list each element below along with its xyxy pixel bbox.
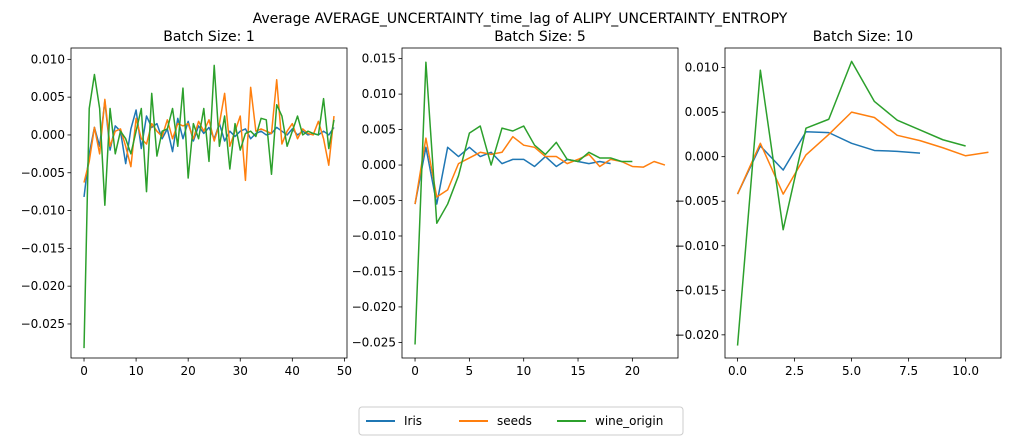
axes-frame — [401, 47, 679, 359]
y-tick-label: −0.020 — [675, 328, 719, 342]
y-tick-label: 0.005 — [362, 123, 396, 137]
series-lines — [83, 64, 335, 349]
x-tick-label: 50 — [337, 364, 352, 378]
x-tick-label: 2.5 — [785, 364, 804, 378]
x-tick-label: 5.0 — [842, 364, 861, 378]
y-tick-label: 0.000 — [362, 158, 396, 172]
subplot-1: Batch Size: 1 0 10 20 30 40 50 −0.025 −0.020 −0.0… — [21, 29, 352, 378]
legend-entry-iris: Iris — [366, 414, 422, 428]
y-tick-label: −0.015 — [352, 264, 396, 278]
y-tick-label: −0.010 — [675, 239, 719, 253]
x-tick-label: 15 — [570, 364, 585, 378]
y-tick-label: −0.010 — [21, 204, 65, 218]
axes-frame — [724, 47, 1002, 359]
subplots: Batch Size: 10 10 20 30 40 50−0.025−0.020−0.0… — [21, 29, 1002, 378]
y-tick-label: 0.010 — [362, 87, 396, 101]
series-line-iris — [736, 130, 921, 195]
y-tick-label: −0.025 — [21, 317, 65, 331]
subplot-title: Batch Size: 1 — [163, 29, 255, 45]
x-tick-label: 7.5 — [899, 364, 918, 378]
figure-title: Average AVERAGE_UNCERTAINTY_time_lag of … — [253, 11, 788, 27]
series-line-wine-origin — [736, 60, 966, 346]
x-tick-label: 10 — [516, 364, 531, 378]
legend-entry-seeds: seeds — [459, 414, 532, 428]
y-tick-label: −0.005 — [352, 194, 396, 208]
y-tick-label: −0.020 — [352, 300, 396, 314]
y-tick-label: −0.005 — [21, 166, 65, 180]
series-line-wine-origin — [414, 61, 633, 345]
x-tick-label: 40 — [285, 364, 300, 378]
legend-label: seeds — [497, 414, 532, 428]
x-tick-label: 30 — [233, 364, 248, 378]
subplot-title: Batch Size: 10 — [813, 29, 913, 45]
subplot-2: Batch Size: 5 0 5 10 15 20 −0.025 −0.020 −0.015 −… — [352, 29, 679, 378]
series-line-wine-origin — [83, 64, 335, 349]
y-tick-label: −0.020 — [21, 279, 65, 293]
y-tick-label: 0.005 — [685, 105, 719, 119]
series-line-seeds — [414, 135, 666, 205]
y-tick-label: 0.010 — [31, 52, 65, 66]
x-tick-label: 10.0 — [952, 364, 979, 378]
x-tick-label: 10 — [128, 364, 143, 378]
y-tick-label: 0.000 — [31, 128, 65, 142]
legend-box — [358, 406, 684, 436]
legend-label: wine_origin — [595, 414, 663, 428]
axes-frame — [70, 47, 348, 359]
legend-entry-wine-origin: wine_origin — [557, 414, 663, 428]
y-tick-label: −0.010 — [352, 229, 396, 243]
x-tick-label: 0.0 — [728, 364, 747, 378]
x-tick-label: 20 — [181, 364, 196, 378]
subplot-3: Batch Size: 10 0.0 2.5 5.0 7.5 10.0 −0.020 −0.0… — [675, 29, 1002, 378]
series-line-iris — [414, 146, 611, 205]
legend: Iris seeds wine_origin — [358, 406, 684, 436]
series-lines — [736, 60, 989, 346]
y-tick-label: 0.015 — [362, 52, 396, 66]
series-lines — [414, 61, 666, 345]
y-tick-label: −0.025 — [352, 335, 396, 349]
x-tick-label: 20 — [625, 364, 640, 378]
series-line-seeds — [736, 111, 989, 195]
x-tick-label: 5 — [466, 364, 474, 378]
series-line-seeds — [83, 79, 335, 183]
y-tick-label: −0.015 — [675, 283, 719, 297]
x-tick-label: 0 — [80, 364, 88, 378]
subplot-title: Batch Size: 5 — [494, 29, 586, 45]
y-tick-label: 0.005 — [31, 90, 65, 104]
y-tick-label: 0.000 — [685, 150, 719, 164]
y-tick-label: −0.005 — [675, 194, 719, 208]
y-tick-label: −0.015 — [21, 241, 65, 255]
x-tick-label: 0 — [411, 364, 419, 378]
legend-label: Iris — [404, 414, 422, 428]
y-tick-label: 0.010 — [685, 61, 719, 75]
